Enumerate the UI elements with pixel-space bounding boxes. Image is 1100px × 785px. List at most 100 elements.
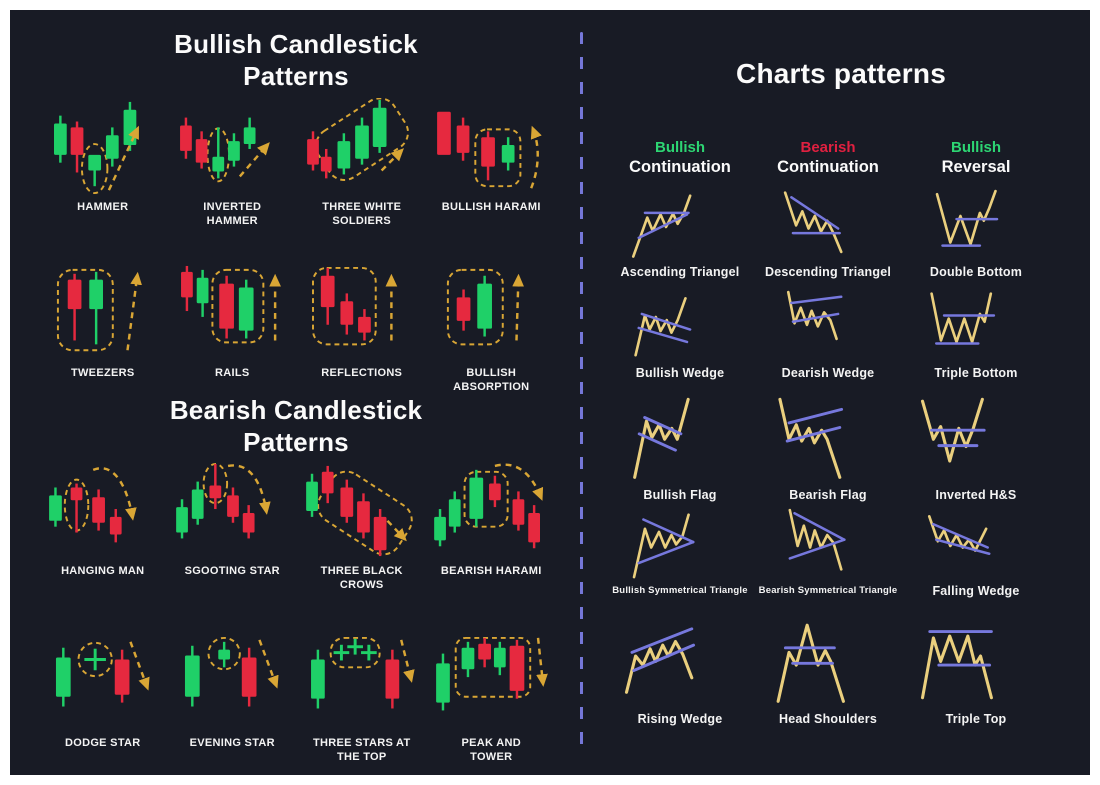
shooting-star-illustration bbox=[176, 462, 271, 539]
chart-pattern-label: Rising Wedge bbox=[637, 712, 723, 726]
chart-pattern-head-shoulders: Head Shoulders bbox=[754, 613, 902, 741]
chart-patterns-section: Charts patterns Bullish Continuation Bea… bbox=[592, 10, 1090, 775]
chart-pattern-label: Bullish Flag bbox=[643, 488, 717, 502]
pattern-three-white-soldiers: THREE WHITE SOLDIERS bbox=[297, 98, 427, 264]
bearish-flag-sketch bbox=[778, 397, 844, 479]
pattern-label: BULLISH ABSORPTION bbox=[453, 367, 530, 393]
bearish-harami-illustration bbox=[434, 463, 544, 549]
inverted-hammer-illustration bbox=[180, 117, 271, 183]
chart-pattern-bearish-wedge: Dearish Wedge bbox=[754, 289, 902, 389]
bullish-symmetrical-triangle-sketch bbox=[632, 513, 695, 579]
dashed-divider bbox=[580, 32, 583, 750]
pattern-dodge-star: DODGE STAR bbox=[38, 634, 168, 780]
pattern-label: DODGE STAR bbox=[64, 737, 141, 749]
pattern-label: EVENING STAR bbox=[189, 737, 275, 749]
three-stars-at-the-top-illustration bbox=[310, 636, 415, 709]
three-white-soldiers-illustration bbox=[306, 98, 409, 181]
pattern-tweezers: TWEEZERS bbox=[38, 264, 168, 402]
chart-pattern-label: Bullish Wedge bbox=[635, 366, 725, 380]
pattern-label: REFLECTIONS bbox=[321, 367, 403, 379]
bullish-harami-illustration bbox=[437, 111, 543, 189]
chart-pattern-bearish-flag: Bearish Flag bbox=[754, 389, 902, 507]
chart-pattern-inverted-head-and-shoulders: Inverted H&S bbox=[902, 389, 1050, 507]
bullish-absorption-illustration bbox=[447, 268, 525, 346]
falling-wedge-sketch bbox=[927, 515, 991, 555]
column-category-label: Continuation bbox=[777, 158, 879, 176]
chart-pattern-label: Double Bottom bbox=[929, 265, 1023, 279]
chart-pattern-label: Bearish Symmetrical Triangle bbox=[758, 585, 898, 596]
pattern-three-black-crows: THREE BLACK CROWS bbox=[297, 462, 427, 634]
chart-pattern-triple-top: Triple Top bbox=[902, 613, 1050, 741]
chart-pattern-bullish-flag: Bullish Flag bbox=[606, 389, 754, 507]
chart-pattern-falling-wedge: Falling Wedge bbox=[902, 507, 1050, 613]
reflections-illustration bbox=[311, 266, 398, 346]
bearish-wedge-sketch bbox=[786, 290, 843, 341]
rising-wedge-sketch bbox=[624, 627, 696, 694]
pattern-reflections: REFLECTIONS bbox=[297, 264, 427, 402]
chart-pattern-bearish-symmetrical-triangle: Bearish Symmetrical Triangle bbox=[754, 507, 902, 613]
chart-pattern-label: Bullish Symmetrical Triangle bbox=[612, 585, 748, 596]
chart-column-headers: Bullish Continuation Bearish Continuatio… bbox=[606, 138, 1050, 178]
pattern-label: SGOOTING STAR bbox=[184, 565, 280, 577]
chart-pattern-label: Head Shoulders bbox=[779, 712, 877, 726]
column-category-label: Reversal bbox=[941, 158, 1011, 176]
chart-pattern-descending-triangle: Descending Triangel bbox=[754, 188, 902, 289]
dodge-star-illustration bbox=[55, 641, 150, 707]
peak-and-tower-illustration bbox=[436, 636, 549, 711]
column-header-bullish-continuation: Bullish Continuation bbox=[606, 138, 754, 178]
pattern-label: TWEEZERS bbox=[70, 367, 135, 379]
charts-patterns-title: Charts patterns bbox=[736, 58, 946, 89]
chart-pattern-label: Ascending Triangel bbox=[620, 265, 740, 279]
triple-top-sketch bbox=[920, 630, 993, 700]
chart-pattern-label: Triple Top bbox=[945, 712, 1007, 726]
evening-star-illustration bbox=[185, 636, 279, 707]
bullish-wedge-sketch bbox=[634, 297, 692, 357]
pattern-label: BULLISH HARAMI bbox=[441, 201, 541, 213]
chart-pattern-rising-wedge: Rising Wedge bbox=[606, 613, 754, 741]
double-bottom-sketch bbox=[935, 189, 999, 247]
chart-pattern-double-bottom: Double Bottom bbox=[902, 188, 1050, 289]
pattern-label: THREE BLACK CROWS bbox=[320, 565, 403, 591]
pattern-three-stars-at-the-top: THREE STARS AT THE TOP bbox=[297, 634, 427, 780]
column-type-label: Bullish bbox=[950, 139, 1001, 156]
ascending-triangle-sketch bbox=[631, 194, 692, 258]
bearish-patterns-grid: HANGING MAN SGOOTING STAR THREE BLACK CR… bbox=[38, 462, 556, 780]
pattern-label: HANGING MAN bbox=[61, 565, 145, 577]
hanging-man-illustration bbox=[48, 467, 137, 543]
chart-pattern-triple-bottom: Triple Bottom bbox=[902, 289, 1050, 389]
triple-bottom-sketch bbox=[930, 292, 996, 345]
hammer-illustration bbox=[53, 101, 139, 195]
chart-pattern-label: Inverted H&S bbox=[935, 488, 1017, 502]
pattern-label: HAMMER bbox=[77, 201, 129, 213]
candlestick-patterns-section: Bullish Candlestick Patterns HAMMER INVE… bbox=[10, 10, 582, 775]
rails-illustration bbox=[181, 265, 282, 344]
pattern-peak-and-tower: PEAK AND TOWER bbox=[427, 634, 557, 780]
pattern-hanging-man: HANGING MAN bbox=[38, 462, 168, 634]
pattern-evening-star: EVENING STAR bbox=[168, 634, 298, 780]
chart-pattern-label: Descending Triangel bbox=[764, 265, 892, 279]
chart-pattern-bullish-symmetrical-triangle: Bullish Symmetrical Triangle bbox=[606, 507, 754, 613]
chart-pattern-label: Falling Wedge bbox=[932, 584, 1020, 598]
pattern-label: THREE STARS AT THE TOP bbox=[313, 737, 411, 763]
pattern-shooting-star: SGOOTING STAR bbox=[168, 462, 298, 634]
pattern-label: INVERTED HAMMER bbox=[203, 201, 262, 227]
chart-patterns-grid: Ascending Triangel Descending Triangel D… bbox=[606, 188, 1050, 741]
chart-pattern-bullish-wedge: Bullish Wedge bbox=[606, 289, 754, 389]
pattern-bearish-harami: BEARISH HARAMI bbox=[427, 462, 557, 634]
chart-pattern-ascending-triangle: Ascending Triangel bbox=[606, 188, 754, 289]
chart-pattern-label: Bearish Flag bbox=[789, 488, 867, 502]
column-header-bullish-reversal: Bullish Reversal bbox=[902, 138, 1050, 178]
infographic-panel: Bullish Candlestick Patterns HAMMER INVE… bbox=[10, 10, 1090, 775]
pattern-bullish-harami: BULLISH HARAMI bbox=[427, 98, 557, 264]
column-category-label: Continuation bbox=[629, 158, 731, 176]
head-shoulders-sketch bbox=[776, 623, 845, 703]
column-type-label: Bullish bbox=[654, 139, 705, 156]
bearish-symmetrical-triangle-sketch bbox=[788, 508, 846, 571]
column-header-bearish-continuation: Bearish Continuation bbox=[754, 138, 902, 178]
pattern-hammer: HAMMER bbox=[38, 98, 168, 264]
pattern-inverted-hammer: INVERTED HAMMER bbox=[168, 98, 298, 264]
bearish-candlestick-title: Bearish Candlestick Patterns bbox=[169, 395, 423, 457]
pattern-label: PEAK AND TOWER bbox=[461, 737, 521, 763]
bullish-candlestick-title: Bullish Candlestick Patterns bbox=[174, 29, 418, 91]
pattern-label: THREE WHITE SOLDIERS bbox=[322, 201, 402, 227]
